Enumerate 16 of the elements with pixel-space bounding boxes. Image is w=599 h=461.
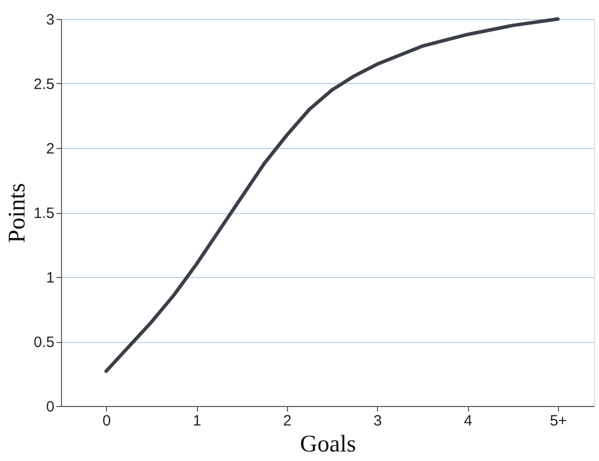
x-tick-label: 4 bbox=[464, 412, 472, 430]
y-tick-label: 1.5 bbox=[34, 205, 54, 222]
y-tick-label: 2.5 bbox=[34, 76, 54, 93]
line-series bbox=[104, 17, 560, 373]
x-tick-label: 0 bbox=[102, 412, 111, 430]
x-tick-label: 1 bbox=[192, 412, 202, 430]
x-tick-label: 2 bbox=[283, 412, 292, 430]
x-tick-label: 3 bbox=[374, 412, 382, 430]
y-tick-label: 1 bbox=[46, 270, 54, 286]
y-tick-label: 0.5 bbox=[34, 334, 54, 351]
x-tick-label: 5+ bbox=[550, 412, 568, 430]
y-axis-title: Points bbox=[4, 182, 31, 244]
y-tick-label: 0 bbox=[46, 398, 54, 416]
x-axis-title: Goals bbox=[300, 432, 356, 458]
y-tick-label: 3 bbox=[46, 12, 54, 28]
y-tick-label: 2 bbox=[46, 140, 54, 158]
